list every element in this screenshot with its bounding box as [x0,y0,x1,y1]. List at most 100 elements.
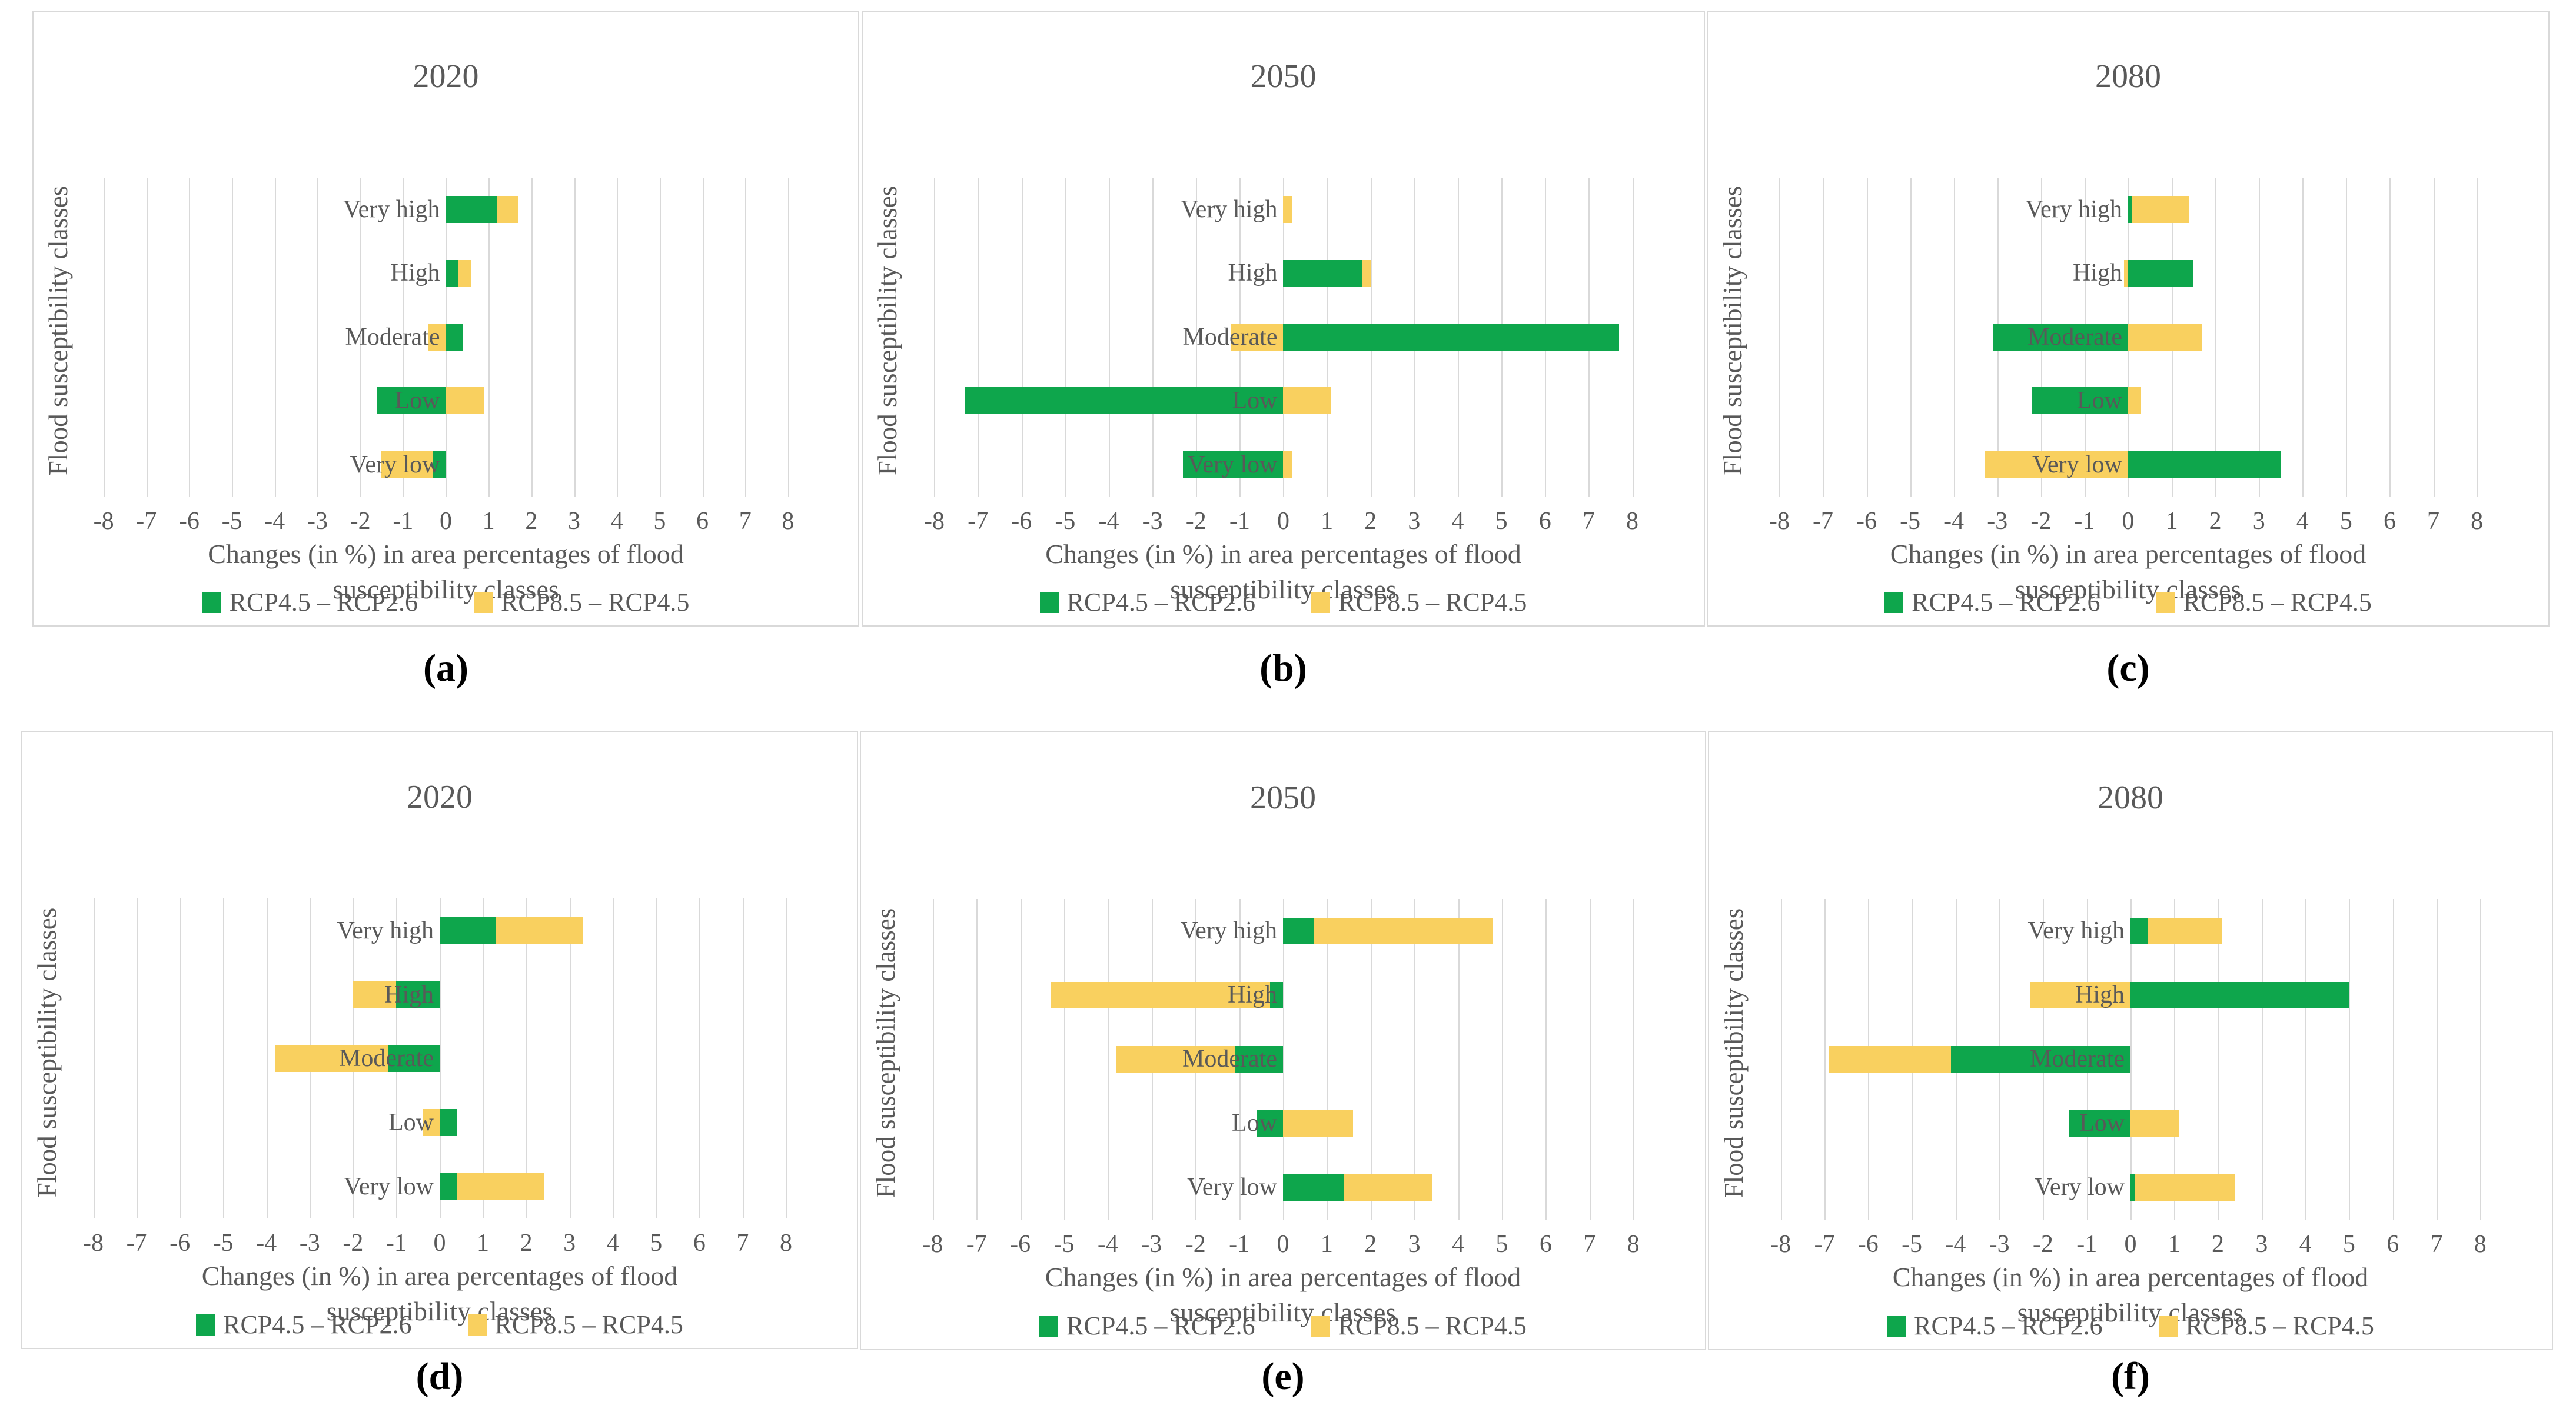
x-tick-label: 1 [477,1230,490,1257]
x-tick-label: -2 [350,507,371,535]
legend-item-rcp85: RCP8.5 – RCP4.5 [1311,1311,1527,1341]
legend-label: RCP4.5 – RCP2.6 [1912,588,2100,617]
caption-b: (b) [1259,647,1307,690]
y-axis-title: Flood susceptibility classes [1718,186,1747,476]
legend-label: RCP4.5 – RCP2.6 [1066,588,1255,617]
legend-label: RCP4.5 – RCP2.6 [229,588,418,617]
bar-green-very-low [1282,1174,1345,1201]
legend-item-rcp45: RCP4.5 – RCP2.6 [202,587,418,617]
gridline [932,898,934,1220]
gridline [613,898,614,1219]
bar-green-moderate [387,1045,440,1073]
legend-item-rcp45: RCP4.5 – RCP2.6 [196,1310,412,1340]
bar-yellow-moderate [1231,324,1284,351]
gridline [93,898,95,1219]
gridline [317,177,319,497]
x-tick-label: -7 [136,507,157,535]
x-tick-label: 2 [2209,507,2222,535]
category-label: Moderate [2027,323,2122,351]
gridline [1020,898,1022,1220]
gridline [1021,177,1023,497]
gridline [702,177,704,497]
category-label: Very high [1180,917,1277,945]
bar-green-moderate [446,324,463,351]
gridline [266,898,268,1219]
x-tick-label: 0 [1277,1230,1289,1258]
gridline [439,898,441,1219]
x-tick-label: -3 [299,1230,320,1257]
x-tick-label: 4 [610,507,623,535]
category-label: Low [394,387,440,415]
category-label: Very low [1187,451,1278,478]
x-tick-label: 8 [1626,507,1639,535]
x-tick-label: -6 [1857,1230,1879,1258]
x-tick-label: 5 [1495,507,1508,535]
x-tick-label: 7 [2430,1230,2443,1258]
x-tick-label: -4 [1945,1230,1966,1258]
x-tick-label: 5 [650,1230,663,1257]
gridline [787,177,789,497]
gridline [189,177,191,497]
category-label: High [2072,259,2122,287]
gridline [2130,898,2132,1220]
green-swatch-icon [1884,591,1904,613]
x-tick-label: -2 [1185,507,1206,535]
plot-area: Very high High Moderate Low Very low -8 -7 -6 -5… [924,177,1638,535]
plot-area: Very high High Moderate Low Very low -8 -7 -6 -5… [83,898,792,1257]
x-tick-label: 6 [2383,507,2396,535]
bar-yellow-moderate [1829,1045,1952,1073]
x-axis-title: Changes (in %) in area percentages of fl… [201,1261,678,1327]
gridline [786,898,787,1219]
gridline [2392,898,2394,1220]
legend-item-rcp45: RCP4.5 – RCP2.6 [1039,1311,1255,1341]
gridline [403,177,404,497]
category-label: Very low [2035,1174,2125,1201]
x-tick-label: -5 [1902,1230,1923,1258]
chart-title: 2050 [1250,779,1316,816]
bar-yellow-low [2128,387,2142,415]
category-label: Very high [2025,195,2122,223]
x-tick-label: 2 [1364,507,1377,535]
gridline [1953,177,1955,497]
legend-label: RCP4.5 – RCP2.6 [223,1310,412,1340]
category-label: Low [2079,1110,2125,1137]
category-label: Very low [344,1173,434,1200]
x-axis-title: Changes (in %) in area percentages of fl… [1045,1262,1521,1327]
x-tick-label: -3 [307,507,328,535]
category-label: High [1228,259,1278,287]
x-tick-label: 6 [1538,507,1551,535]
gridline [659,177,661,497]
gridline [180,898,181,1219]
bar-green-very-high [2128,196,2133,223]
x-tick-label: 7 [736,1230,749,1257]
category-label: Very low [2032,451,2122,478]
yellow-swatch-icon [467,1314,487,1336]
chart-panel-a: 2020 Flood susceptibility classes Very hig… [32,11,859,627]
category-label: Moderate [1182,1045,1277,1073]
bar-yellow-high [353,981,397,1008]
x-tick-label: -5 [1055,507,1076,535]
x-tick-label: -4 [264,507,285,535]
bar-green-very-high [446,196,497,223]
legend-item-rcp85: RCP8.5 – RCP4.5 [2158,1311,2374,1341]
chart-title: 2080 [2098,779,2163,816]
category-label: Very low [350,451,440,478]
plot-area: Very high High Moderate Low Very low -8 -7 -6 -5… [1769,177,2483,535]
x-tick-label: -6 [1011,507,1032,535]
x-tick-label: 3 [2252,507,2265,535]
category-label: High [1227,981,1277,1009]
category-label: Very high [1181,195,1278,223]
chart-panel-b: 2050 Flood susceptibility classes Very hig… [862,11,1705,627]
category-label: High [390,259,440,287]
x-tick-label: 7 [739,507,752,535]
bar-yellow-very-high [2148,917,2222,945]
bar-green-high [1269,981,1283,1009]
bar-yellow-moderate [275,1045,388,1073]
x-tick-label: 5 [1495,1230,1508,1258]
legend-label: RCP8.5 – RCP4.5 [1338,588,1527,617]
bar-green-very-low [433,451,446,478]
caption-f: (f) [2111,1355,2150,1398]
x-tick-label: 8 [782,507,795,535]
x-tick-label: -8 [1769,507,1790,535]
